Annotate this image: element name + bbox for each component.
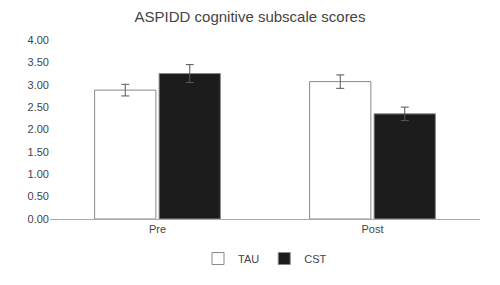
svg-text:0.50: 0.50 bbox=[28, 190, 49, 202]
svg-text:1.00: 1.00 bbox=[28, 168, 49, 180]
svg-text:3.50: 3.50 bbox=[28, 56, 49, 68]
svg-text:2.00: 2.00 bbox=[28, 123, 49, 135]
svg-text:1.50: 1.50 bbox=[28, 146, 49, 158]
svg-text:Post: Post bbox=[361, 223, 383, 235]
svg-text:4.00: 4.00 bbox=[28, 34, 49, 46]
svg-text:3.00: 3.00 bbox=[28, 79, 49, 91]
svg-text:0.00: 0.00 bbox=[28, 213, 49, 225]
svg-text:2.50: 2.50 bbox=[28, 101, 49, 113]
svg-text:CST: CST bbox=[304, 253, 326, 265]
svg-text:Pre: Pre bbox=[149, 223, 166, 235]
svg-text:ASPIDD cognitive subscale scor: ASPIDD cognitive subscale scores bbox=[135, 8, 366, 25]
svg-text:TAU: TAU bbox=[238, 253, 259, 265]
